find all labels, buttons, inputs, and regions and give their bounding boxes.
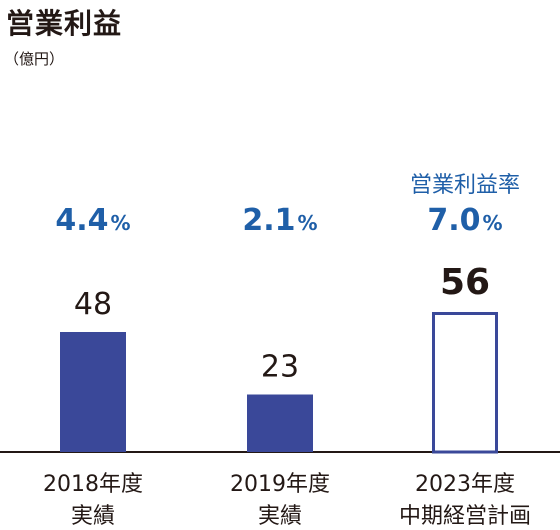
bar-2 [247, 394, 313, 452]
bar-value-label-2: 23 [261, 350, 299, 385]
bar-1 [60, 332, 126, 452]
category-label-2-line-2: 実績 [258, 504, 302, 529]
category-label-3-line-2: 中期経営計画 [399, 504, 531, 529]
bar-value-label-3: 56 [440, 262, 490, 303]
unit-label: （億円） [4, 50, 65, 68]
chart-title: 営業利益 [6, 7, 123, 40]
category-label-2-line-1: 2019年度 [230, 472, 330, 497]
margin-label-3: 7.0% [427, 203, 502, 238]
bar-value-label-1: 48 [74, 287, 112, 322]
margin-heading: 営業利益率 [410, 173, 520, 198]
category-label-3-line-1: 2023年度 [415, 472, 515, 497]
category-label-1-line-2: 実績 [71, 504, 115, 529]
category-label-1-line-1: 2018年度 [43, 472, 143, 497]
margin-label-1: 4.4% [55, 203, 130, 238]
bar-3 [432, 312, 498, 454]
margin-label-2: 2.1% [242, 203, 317, 238]
